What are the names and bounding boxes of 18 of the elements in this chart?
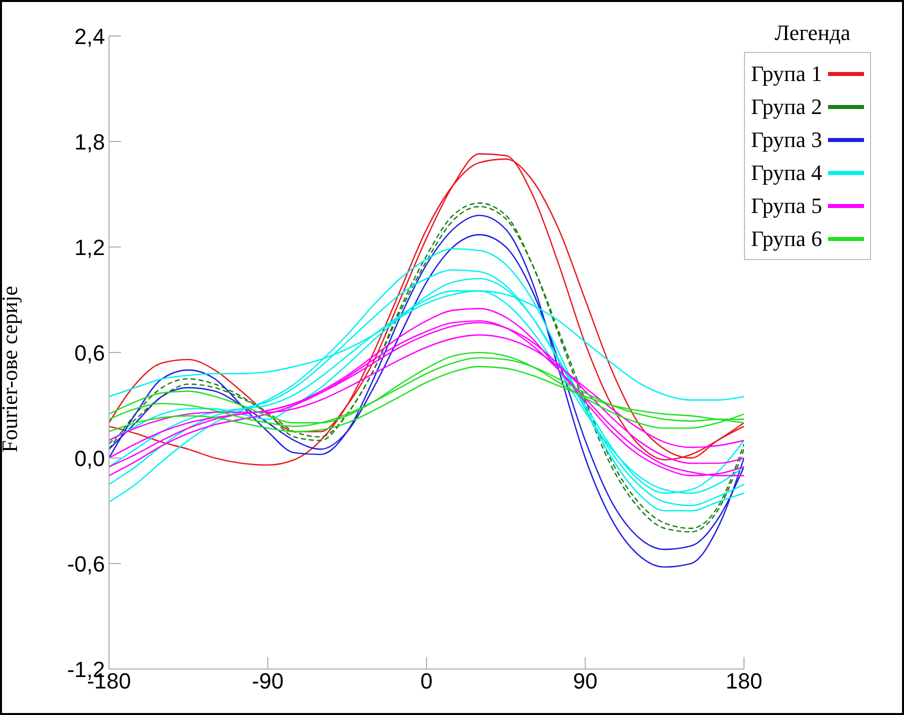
x-tick-label: 90 xyxy=(573,668,598,694)
x-tick-label: 0 xyxy=(420,668,433,694)
y-axis-title: Fourier-ове серије xyxy=(0,286,22,452)
legend-label: Група 4 xyxy=(751,160,822,186)
x-tick-label: 180 xyxy=(726,668,762,694)
legend-title: Легенда xyxy=(774,20,852,46)
y-tick-label: 0,0 xyxy=(74,446,105,471)
legend-label: Група 1 xyxy=(751,60,822,86)
y-tick-label: 1,8 xyxy=(74,129,105,154)
legend-label: Група 2 xyxy=(751,94,822,120)
y-tick-label: -0,6 xyxy=(67,551,105,576)
x-tick-label: -90 xyxy=(252,668,284,694)
legend-label: Група 5 xyxy=(751,192,822,218)
y-tick-label: 2,4 xyxy=(74,24,105,49)
legend-label: Група 6 xyxy=(751,226,822,252)
legend-label: Група 3 xyxy=(751,126,822,152)
y-tick-label: 1,2 xyxy=(74,234,105,260)
y-tick-label: 0,6 xyxy=(74,340,105,366)
